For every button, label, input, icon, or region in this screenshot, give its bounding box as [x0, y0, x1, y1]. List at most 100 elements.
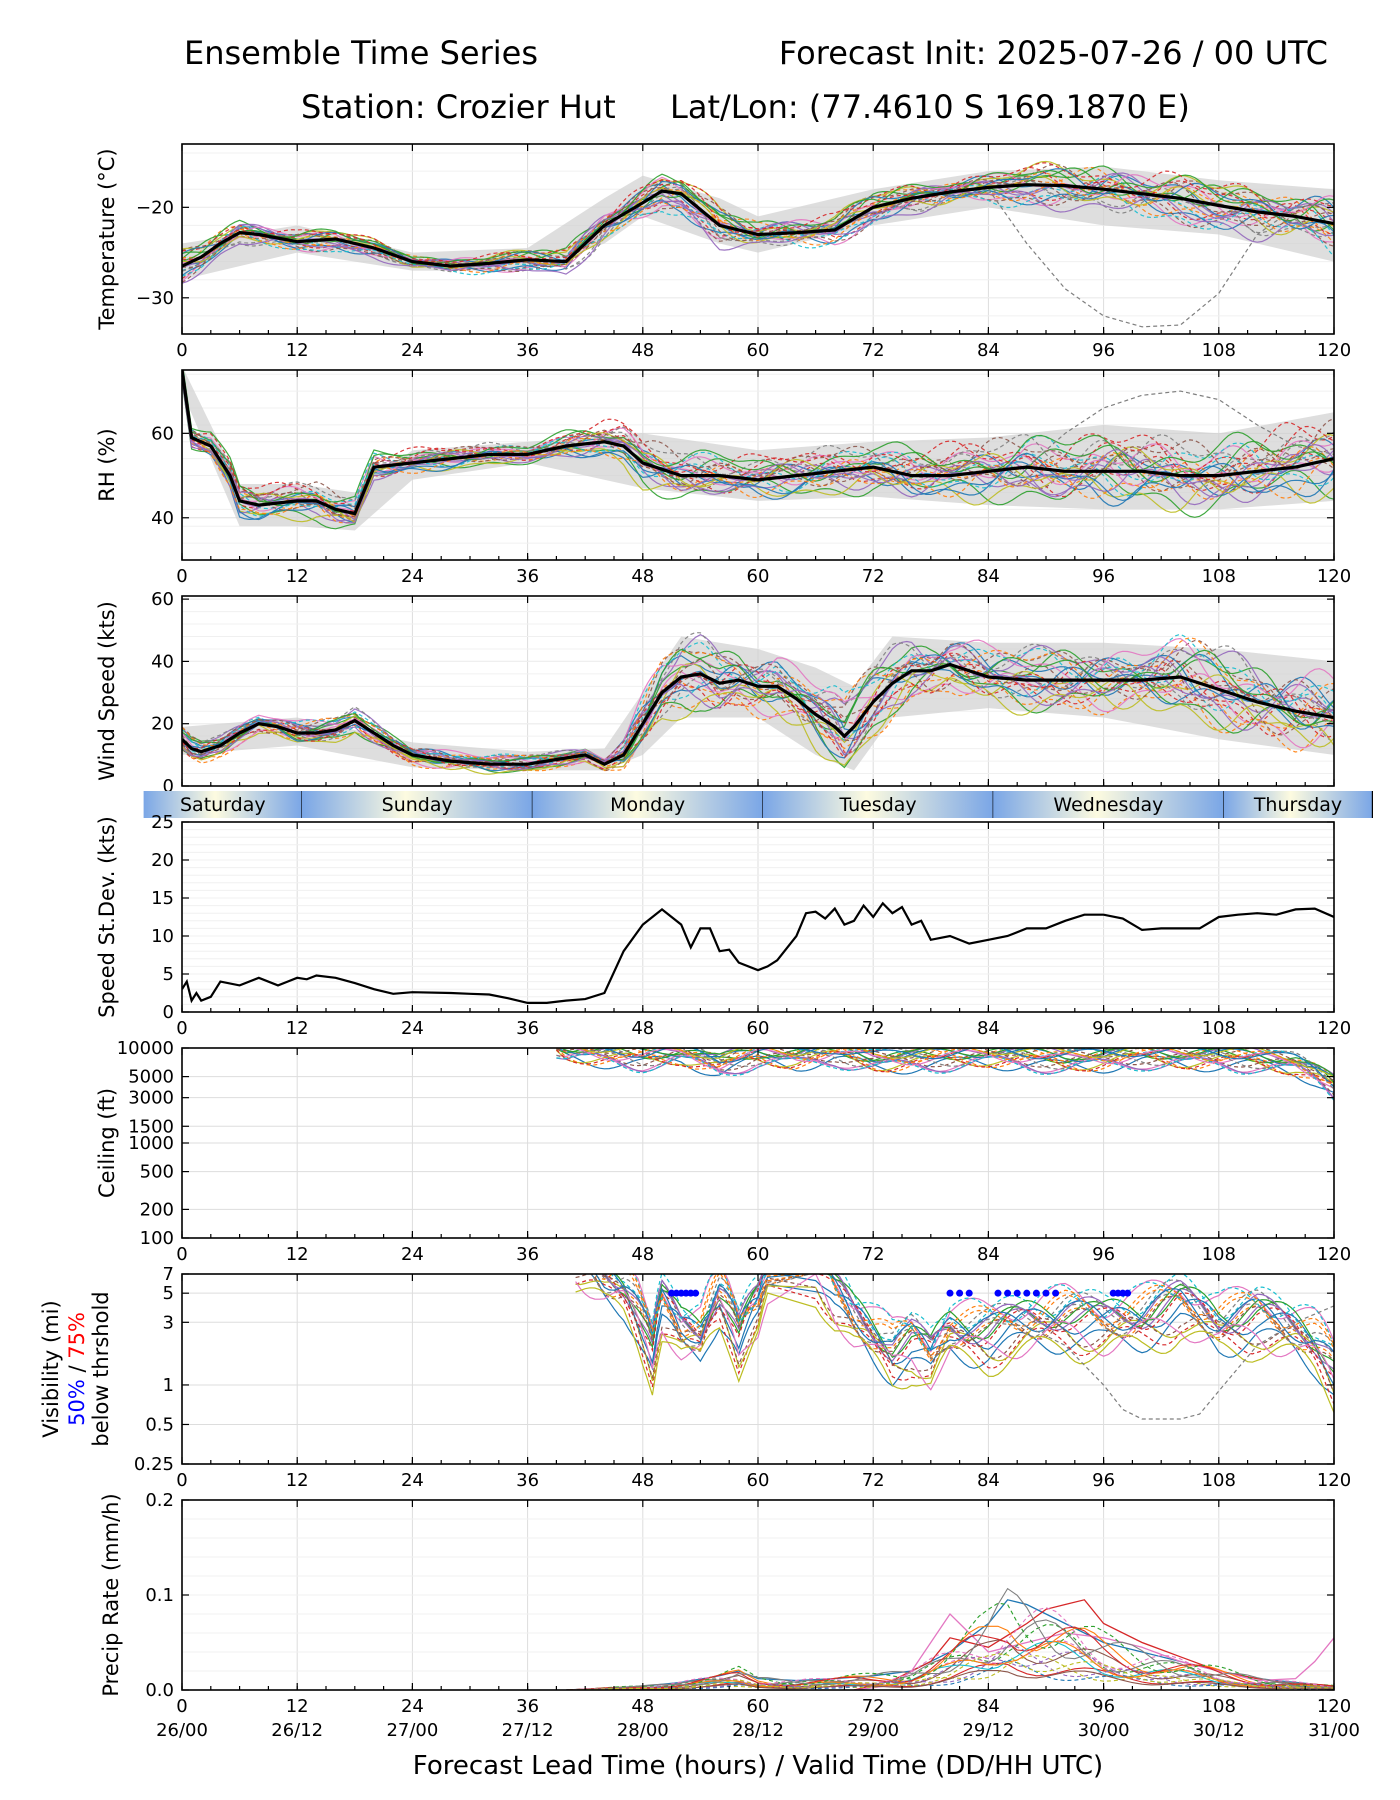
speed_stdev-xtick-label: 48	[631, 1018, 654, 1039]
visibility-member-line	[614, 1274, 1334, 1373]
speed_stdev-xtick-label: 24	[401, 1018, 424, 1039]
precip_rate-ytick-label: 0.0	[145, 1680, 174, 1701]
rh-xtick-label: 48	[631, 566, 654, 587]
title-left: Ensemble Time Series	[184, 34, 538, 72]
ceiling-ytick-label: 10000	[117, 1038, 174, 1059]
x-axis-label: Forecast Lead Time (hours) / Valid Time …	[413, 1751, 1103, 1781]
wind_speed-member-line	[182, 645, 1334, 770]
visibility-threshold-50-dot	[1032, 1289, 1040, 1297]
day-label: Thursday	[1253, 794, 1342, 816]
speed_stdev-xtick-label: 0	[176, 1018, 187, 1039]
precip_rate-xtick-label: 108	[1202, 1696, 1236, 1717]
precip_rate-xtick-label-date: 30/12	[1193, 1720, 1245, 1741]
visibility-threshold-50-dot	[1052, 1289, 1060, 1297]
visibility-member-line	[575, 1274, 1334, 1394]
rh-spread-band	[182, 370, 1334, 531]
speed_stdev-xtick-label: 36	[516, 1018, 539, 1039]
visibility-member-line	[575, 1287, 1334, 1413]
ceiling-member-line	[556, 1052, 1334, 1099]
visibility-ytick-label: 1	[163, 1375, 174, 1396]
precip_rate-xtick-label-date: 26/00	[156, 1720, 208, 1741]
visibility-xtick-label: 108	[1202, 1470, 1236, 1491]
visibility-xtick-label: 96	[1092, 1470, 1115, 1491]
precip_rate-xtick-label: 72	[862, 1696, 885, 1717]
ceiling-panel: 0 12 24 36 48 60 72 84 96 108 120 100 200 500 10001500…	[95, 1038, 1351, 1265]
ceiling-xtick-label: 120	[1317, 1244, 1351, 1265]
temperature-xtick-label: 12	[286, 340, 309, 361]
visibility-50-label: 50%	[65, 1379, 89, 1426]
temperature-member-line	[182, 186, 1334, 284]
ceiling-ytick-label: 1000	[128, 1133, 174, 1154]
precip_rate-xtick-label: 48	[631, 1696, 654, 1717]
visibility-member-line	[595, 1274, 1334, 1353]
visibility-threshold-50-dot	[1124, 1289, 1132, 1297]
visibility-ticks	[181, 1273, 1335, 1465]
day-segment	[1223, 791, 1373, 818]
precip_rate-ytick-label: 0.1	[145, 1585, 174, 1606]
visibility-threshold-50-dot	[994, 1289, 1002, 1297]
ceiling-member-line	[555, 1049, 1334, 1085]
visibility-member-line	[605, 1274, 1334, 1377]
rh-xtick-label: 108	[1202, 566, 1236, 587]
rh-member-line	[182, 370, 1334, 504]
temperature-xtick-label: 120	[1317, 340, 1351, 361]
speed_stdev-ylabel: Speed St.Dev. (kts)	[95, 816, 119, 1018]
temperature-member-line	[182, 190, 1334, 284]
temperature-outlier-member	[987, 188, 1334, 328]
rh-xtick-label: 96	[1092, 566, 1115, 587]
day-segment	[143, 791, 302, 818]
temperature-ytick-label: −20	[136, 197, 174, 218]
day-label: Wednesday	[1053, 794, 1163, 816]
visibility-threshold-50-dot	[1119, 1289, 1127, 1297]
visibility-member-line	[610, 1274, 1334, 1348]
day-label: Tuesday	[838, 794, 916, 816]
temperature-xtick-label: 96	[1092, 340, 1115, 361]
ceiling-ytick-label: 500	[140, 1162, 174, 1183]
visibility-xtick-label: 60	[747, 1470, 770, 1491]
speed_stdev-ytick-label: 20	[151, 850, 174, 871]
temperature-member-line	[182, 186, 1334, 276]
speed_stdev-xtick-label: 60	[747, 1018, 770, 1039]
day-label: Sunday	[382, 794, 453, 816]
wind_speed-member-line	[182, 675, 1334, 772]
visibility-threshold-50-dot	[956, 1289, 964, 1297]
speed-stdev-line	[182, 901, 1334, 1004]
ceiling-member-line	[556, 1048, 1334, 1088]
speed_stdev-xtick-label: 120	[1317, 1018, 1351, 1039]
precip_rate-xtick-label-date: 29/12	[962, 1720, 1014, 1741]
ceiling-members	[555, 1048, 1334, 1101]
ceiling-ticks	[181, 1047, 1335, 1239]
speed_stdev-ticks	[181, 821, 1335, 1013]
ceiling-xtick-label: 60	[747, 1244, 770, 1265]
rh-member-line	[182, 370, 1334, 510]
station-latlon: Lat/Lon: (77.4610 S 169.1870 E)	[670, 88, 1190, 126]
day-segment	[302, 791, 533, 818]
visibility-ytick-label: 3	[163, 1312, 174, 1333]
speed_stdev-ytick-label: 25	[151, 812, 174, 833]
visibility-threshold-50-dot	[1109, 1289, 1117, 1297]
speed_stdev-xtick-label: 84	[977, 1018, 1000, 1039]
ceiling-xtick-label: 24	[401, 1244, 424, 1265]
visibility-threshold-50-dot	[946, 1289, 954, 1297]
wind_speed-ytick-label: 40	[151, 651, 174, 672]
precip-panel: 0 26/00 12 26/12 24 27/00 36 27/12 48 28/00 60 28/1…	[99, 1490, 1360, 1781]
temperature-xtick-label: 72	[862, 340, 885, 361]
wind_speed-member-line	[182, 653, 1334, 769]
day-band: Saturday Sunday Monday Tuesday Wednesday Thur…	[143, 791, 1374, 818]
ceiling-member-line	[556, 1048, 1334, 1087]
wind_speed-member-line	[182, 631, 1334, 765]
visibility-member-line	[590, 1274, 1334, 1362]
visibility-member-line	[575, 1274, 1334, 1391]
visibility-ylabel-suffix: below thrshold	[89, 1291, 113, 1446]
precip-member-line	[853, 1599, 1334, 1690]
visibility-outlier-member	[988, 1305, 1334, 1420]
visibility-threshold-50-dot	[668, 1289, 676, 1297]
station-name: Station: Crozier Hut	[301, 88, 616, 126]
ceiling-member-line	[556, 1049, 1334, 1091]
speed_stdev-ytick-label: 0	[163, 1002, 174, 1023]
wind_speed-ytick-label: 60	[151, 589, 174, 610]
precip_rate-ticks	[181, 1499, 1335, 1691]
rh-ytick-label: 60	[151, 423, 174, 444]
visibility-ylabel: Visibility (mi)	[39, 1300, 63, 1437]
day-label: Monday	[610, 794, 685, 816]
